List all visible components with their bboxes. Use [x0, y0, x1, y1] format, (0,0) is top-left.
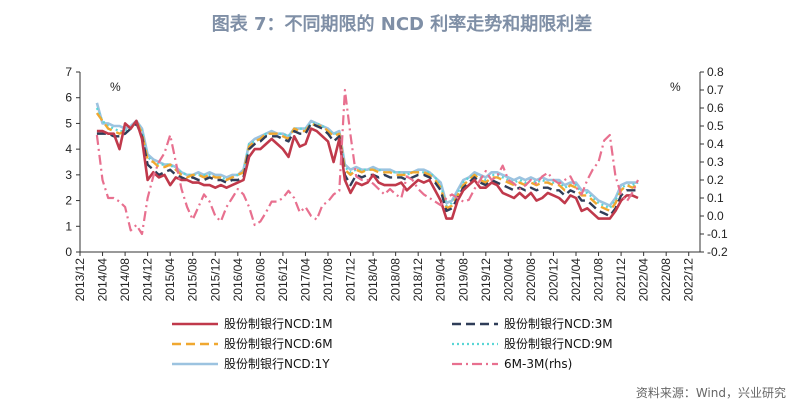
source-note: 资料来源：Wind，兴业研究: [636, 385, 786, 400]
x-tick-label: 2016/12: [276, 258, 290, 302]
legend-label: 股份制银行NCD:3M: [504, 317, 613, 331]
right-tick-label: 0.8: [707, 65, 724, 79]
left-tick-label: 6: [65, 91, 72, 105]
x-tick-label: 2021/12: [614, 258, 628, 302]
x-tick-label: 2016/04: [231, 258, 245, 302]
x-tick-label: 2014/12: [141, 258, 155, 302]
right-tick-label: 0.5: [707, 119, 724, 133]
legend: 股份制银行NCD:1M 股份制银行NCD:3M 股份制银行NCD:6M 股份制银行NC…: [172, 317, 613, 371]
x-tick-label: 2018/04: [366, 258, 380, 302]
legend-label: 股份制银行NCD:1M: [224, 317, 333, 331]
left-tick-label: 2: [65, 194, 72, 208]
x-tick-label: 2016/08: [253, 258, 267, 302]
left-tick-label: 0: [65, 245, 72, 259]
left-tick-label: 5: [65, 116, 72, 130]
legend-label: 股份制银行NCD:1Y: [224, 357, 330, 371]
x-tick-label: 2022/12: [682, 258, 696, 302]
right-tick-label: 0.4: [707, 137, 724, 151]
x-tick-label: 2014/04: [96, 258, 110, 302]
x-tick-label: 2015/12: [208, 258, 222, 302]
x-tick-label: 2021/04: [569, 258, 583, 302]
right-tick-label: -0.2: [707, 245, 728, 259]
right-tick-label: 0.6: [707, 101, 724, 115]
right-tick-label: 0.3: [707, 155, 724, 169]
x-tick-label: 2014/08: [118, 258, 132, 302]
legend-label: 股份制银行NCD:9M: [504, 337, 613, 351]
x-tick-label: 2017/12: [344, 258, 358, 302]
x-tick-label: 2017/08: [321, 258, 335, 302]
left-tick-label: 3: [65, 168, 72, 182]
chart-title: 图表 7：不同期限的 NCD 利率走势和期限利差: [212, 13, 593, 35]
legend-label: 6M-3M(rhs): [504, 357, 572, 371]
left-tick-label: 7: [65, 65, 72, 79]
x-tick-label: 2022/04: [637, 258, 651, 302]
legend-label: 股份制银行NCD:6M: [224, 337, 333, 351]
left-tick-label: 1: [65, 219, 72, 233]
series-line-股份制银行NCD:1M: [96, 119, 639, 220]
x-tick-label: 2013/12: [73, 258, 87, 302]
series-line-股份制银行NCD:6M: [95, 112, 639, 213]
x-tick-label: 2015/08: [186, 258, 200, 302]
series-line-股份制银行NCD:1Y: [95, 102, 638, 207]
x-tick-label: 2019/12: [479, 258, 493, 302]
right-tick-label: -0.1: [707, 227, 728, 241]
x-tick-label: 2015/04: [163, 258, 177, 302]
x-tick-label: 2022/08: [659, 258, 673, 302]
x-tick-label: 2020/12: [546, 258, 560, 302]
x-tick-label: 2021/08: [592, 258, 606, 302]
series-line-股份制银行NCD:3M: [96, 122, 638, 218]
x-tick-label: 2020/04: [501, 258, 515, 302]
plot-area: 0 1 2 3 4 5 6 7% -0.2 -0.1 0.0 0.1 0.2 0.3 0.4 0.5 0.6 0.…: [65, 65, 728, 301]
x-tick-label: 2017/04: [298, 258, 312, 302]
left-tick-label: 4: [65, 142, 72, 156]
right-tick-label: 0.2: [707, 173, 724, 187]
right-tick-label: 0.7: [707, 83, 724, 97]
right-tick-label: 0.1: [707, 191, 724, 205]
right-tick-label: 0.0: [707, 209, 724, 223]
x-tick-label: 2018/12: [411, 258, 425, 302]
series-line-6M-3M(rhs): [95, 88, 640, 236]
x-tick-label: 2018/08: [389, 258, 403, 302]
x-tick-label: 2019/08: [456, 258, 470, 302]
x-tick-label: 2020/08: [524, 258, 538, 302]
series-line-股份制银行NCD:9M: [95, 107, 639, 210]
left-unit-label: %: [110, 80, 121, 94]
x-tick-label: 2019/04: [434, 258, 448, 302]
right-unit-label: %: [670, 80, 681, 94]
